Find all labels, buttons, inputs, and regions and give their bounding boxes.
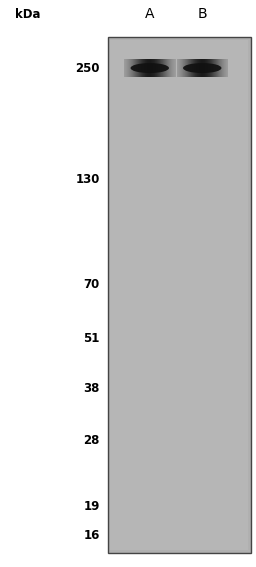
Text: 28: 28 bbox=[83, 434, 100, 447]
Text: 38: 38 bbox=[83, 382, 100, 395]
Text: 51: 51 bbox=[83, 332, 100, 345]
Text: 16: 16 bbox=[83, 530, 100, 542]
Bar bbox=[108, 37, 251, 553]
Text: 130: 130 bbox=[76, 173, 100, 186]
Text: 250: 250 bbox=[75, 62, 100, 74]
Ellipse shape bbox=[183, 63, 221, 73]
Text: 70: 70 bbox=[84, 278, 100, 291]
Bar bbox=[110, 40, 248, 550]
Text: kDa: kDa bbox=[15, 8, 41, 21]
Ellipse shape bbox=[131, 63, 169, 73]
Text: A: A bbox=[145, 7, 155, 21]
Text: 19: 19 bbox=[83, 500, 100, 513]
Text: B: B bbox=[197, 7, 207, 21]
